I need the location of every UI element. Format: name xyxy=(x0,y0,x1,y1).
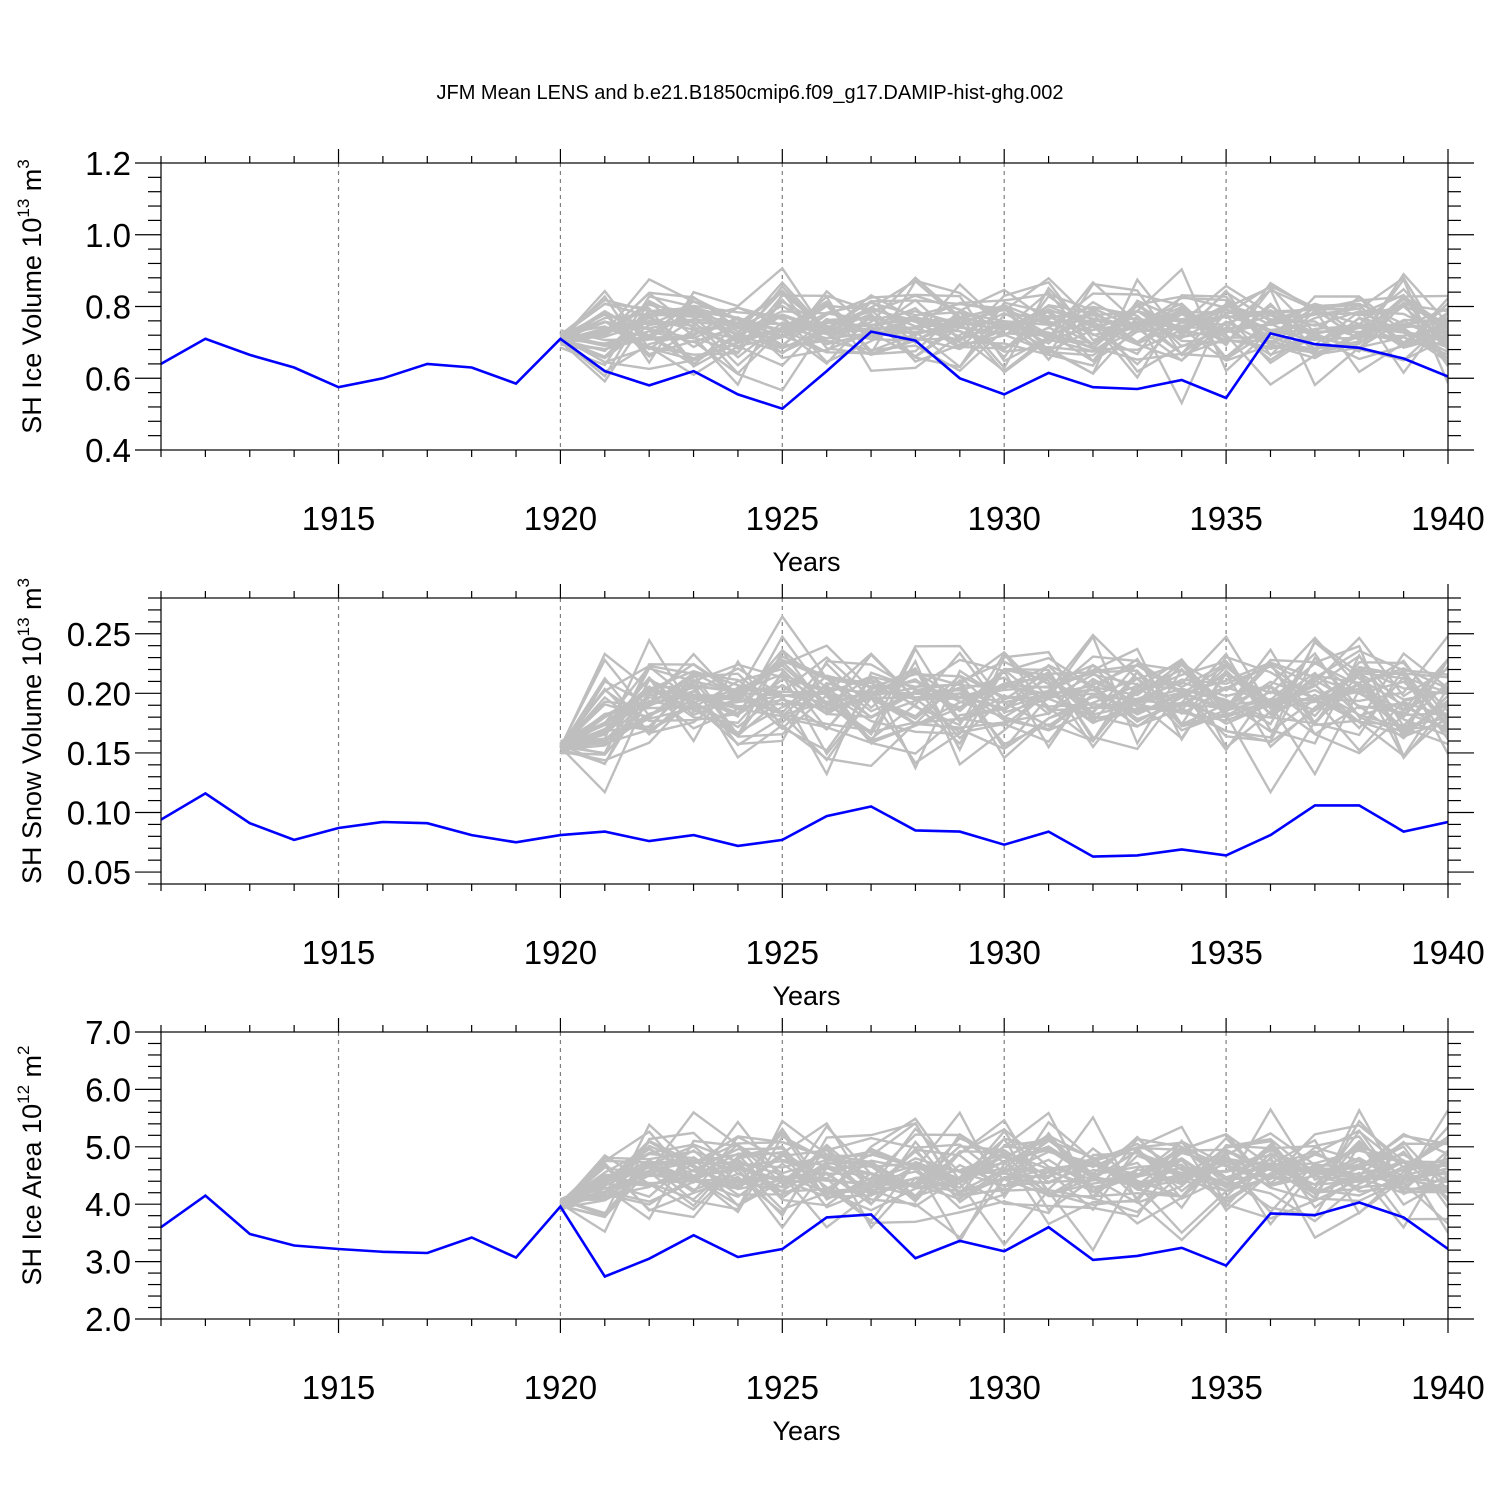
x-tick-label: 1940 xyxy=(1411,1369,1484,1406)
y-tick-label: 0.15 xyxy=(67,735,131,772)
x-tick-label: 1920 xyxy=(524,500,597,537)
x-tick-label: 1925 xyxy=(746,500,819,537)
x-tick-label: 1930 xyxy=(967,934,1040,971)
y-tick-label: 0.4 xyxy=(85,432,131,469)
chart-panel-snow-volume: 1915 1920 1925 1930 1935 1940 0.05 0.10 0.15 0.20… xyxy=(14,578,1485,1011)
y-tick-label: 5.0 xyxy=(85,1129,131,1166)
page-title: JFM Mean LENS and b.e21.B1850cmip6.f09_g… xyxy=(436,82,1063,104)
y-tick-label: 4.0 xyxy=(85,1186,131,1223)
x-axis-title: Years xyxy=(772,547,840,577)
x-tick-label: 1915 xyxy=(302,500,375,537)
y-axis-title-exponent: 13 xyxy=(14,617,33,636)
chart-panel-ice-area: 1915 1920 1925 1930 1935 1940 2.0 3.0 4.0 5.0 6.0 7… xyxy=(14,1014,1485,1446)
y-axis-title-text: SH Snow Volume 10 xyxy=(17,636,47,884)
chart-panel-ice-volume: 1915 1920 1925 1930 1935 1940 0.4 0.6 0.8 1.0 1.2 Y… xyxy=(14,145,1485,577)
x-tick-label: 1925 xyxy=(746,934,819,971)
y-axis-title-unit-exponent: 3 xyxy=(14,578,33,587)
y-tick-label: 3.0 xyxy=(85,1244,131,1281)
y-axis-title: SH Snow Volume 1013 m3 xyxy=(14,578,47,884)
y-tick-label: 1.0 xyxy=(85,217,131,254)
y-tick-label: 2.0 xyxy=(85,1301,131,1338)
x-tick-label: 1940 xyxy=(1411,934,1484,971)
x-tick-label: 1940 xyxy=(1411,500,1484,537)
x-tick-label: 1920 xyxy=(524,1369,597,1406)
y-axis-title-text: SH Ice Volume 10 xyxy=(17,218,47,434)
x-tick-label: 1935 xyxy=(1189,500,1262,537)
y-axis-title: SH Ice Area 1012 m2 xyxy=(14,1046,47,1286)
x-tick-label: 1915 xyxy=(302,934,375,971)
experiment-series-line xyxy=(161,793,1448,856)
y-axis-title-exponent: 13 xyxy=(14,199,33,218)
x-axis-title: Years xyxy=(772,981,840,1011)
x-tick-label: 1925 xyxy=(746,1369,819,1406)
ensemble-series-group xyxy=(560,1110,1448,1251)
x-axis-title: Years xyxy=(772,1416,840,1446)
y-tick-label: 0.8 xyxy=(85,289,131,326)
y-axis-title-unit: m xyxy=(17,1055,47,1085)
y-axis-title: SH Ice Volume 1013 m3 xyxy=(14,159,47,434)
y-tick-label: 1.2 xyxy=(85,145,131,182)
x-tick-label: 1935 xyxy=(1189,934,1262,971)
y-axis-title-unit: m xyxy=(17,169,47,199)
y-tick-label: 7.0 xyxy=(85,1014,131,1051)
y-tick-label: 0.05 xyxy=(67,854,131,891)
y-axis-title-unit-exponent: 2 xyxy=(14,1046,33,1055)
x-tick-label: 1920 xyxy=(524,934,597,971)
y-tick-label: 0.20 xyxy=(67,675,131,712)
y-tick-label: 0.10 xyxy=(67,795,131,832)
y-tick-label: 0.6 xyxy=(85,360,131,397)
experiment-series-line xyxy=(161,1196,1448,1277)
y-axis-title-text: SH Ice Area 10 xyxy=(17,1104,47,1286)
y-axis-title-unit: m xyxy=(17,587,47,617)
x-tick-label: 1935 xyxy=(1189,1369,1262,1406)
x-tick-label: 1930 xyxy=(967,1369,1040,1406)
x-tick-label: 1915 xyxy=(302,1369,375,1406)
y-tick-label: 6.0 xyxy=(85,1071,131,1108)
x-tick-label: 1930 xyxy=(967,500,1040,537)
y-axis-title-unit-exponent: 3 xyxy=(14,159,33,168)
y-tick-label: 0.25 xyxy=(67,616,131,653)
y-axis-title-exponent: 12 xyxy=(14,1085,33,1104)
